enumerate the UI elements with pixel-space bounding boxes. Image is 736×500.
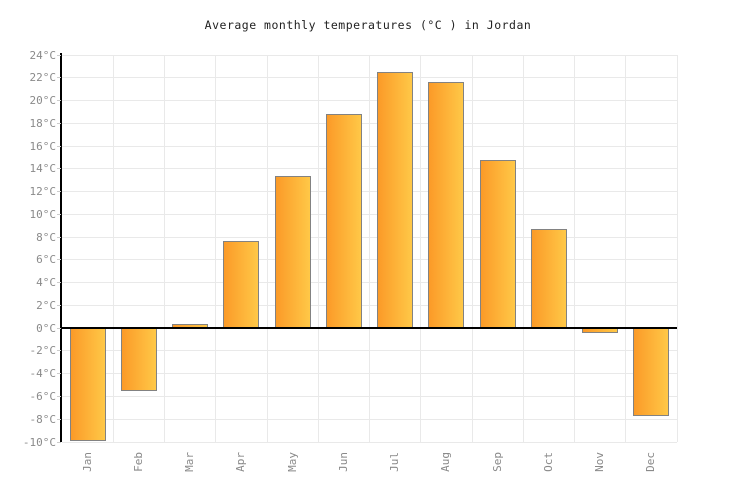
y-axis-label: 2°C <box>36 298 56 312</box>
y-axis-tick <box>57 395 61 397</box>
y-axis-tick <box>57 327 61 329</box>
x-axis-label-text: Nov <box>593 452 607 472</box>
y-axis-label: 10°C <box>29 207 57 221</box>
x-axis-label-text: Dec <box>644 452 658 472</box>
x-axis-label-feb: Feb <box>132 446 153 472</box>
gridline-vertical <box>112 55 114 442</box>
gridline-vertical <box>215 55 217 442</box>
x-axis-label-sep: Sep <box>491 446 512 472</box>
y-axis-label: 8°C <box>36 230 56 244</box>
y-axis-tick <box>57 77 61 79</box>
gridline-vertical <box>266 55 268 442</box>
y-axis-line <box>60 53 62 442</box>
bar-jan <box>69 328 106 441</box>
x-axis-label-text: May <box>285 452 299 472</box>
y-axis-label: -10°C <box>22 435 56 449</box>
y-axis-label: -8°C <box>29 412 57 426</box>
y-axis-tick <box>57 168 61 170</box>
x-axis-label-text: Jan <box>80 452 94 472</box>
x-axis-label-jul: Jul <box>388 446 409 472</box>
plot-area <box>62 54 678 443</box>
x-axis-label-oct: Oct <box>542 446 563 472</box>
x-axis-label-dec: Dec <box>644 446 665 472</box>
x-axis-label-text: Jun <box>336 452 350 472</box>
x-axis-label-text: Feb <box>131 452 145 472</box>
y-axis-tick <box>57 54 61 56</box>
x-axis-label-text: Apr <box>234 452 248 472</box>
x-axis-label-aug: Aug <box>439 446 460 472</box>
y-axis-label: 6°C <box>36 253 56 267</box>
gridline-vertical <box>420 55 422 442</box>
y-axis-tick <box>57 259 61 261</box>
x-axis-label-mar: Mar <box>183 446 204 472</box>
y-axis-label: -2°C <box>29 344 57 358</box>
x-axis-label-text: Sep <box>490 452 504 472</box>
y-axis-label: -6°C <box>29 389 57 403</box>
y-axis-tick <box>57 236 61 238</box>
y-axis-label: 22°C <box>29 71 57 85</box>
y-axis-tick <box>57 122 61 124</box>
y-axis-label: 20°C <box>29 94 57 108</box>
gridline-vertical <box>522 55 524 442</box>
x-axis-label-text: Mar <box>183 452 197 472</box>
bar-dec <box>633 328 670 416</box>
bar-jul <box>377 72 414 329</box>
bar-apr <box>223 240 260 329</box>
y-axis-label: 24°C <box>29 48 57 62</box>
x-axis-label-jan: Jan <box>81 446 102 472</box>
y-axis-tick <box>57 145 61 147</box>
y-axis-tick <box>57 213 61 215</box>
y-axis-tick <box>57 418 61 420</box>
y-axis-tick <box>57 304 61 306</box>
gridline-vertical <box>625 55 627 442</box>
y-axis-label: 4°C <box>36 276 56 290</box>
bar-feb <box>120 328 157 391</box>
bar-oct <box>530 229 567 329</box>
gridline-vertical <box>574 55 575 442</box>
y-axis-label: 12°C <box>29 185 57 199</box>
gridline-horizontal <box>62 441 677 443</box>
gridline-vertical <box>676 55 678 442</box>
x-axis-label-nov: Nov <box>593 446 614 472</box>
gridline-vertical <box>471 55 473 442</box>
y-axis-label: 16°C <box>29 139 57 153</box>
bar-jun <box>325 114 362 329</box>
y-axis-label: 18°C <box>29 116 57 130</box>
x-axis-label-may: May <box>286 446 307 472</box>
chart-title: Average monthly temperatures (°C ) in Jo… <box>204 18 532 32</box>
y-axis-tick <box>57 373 61 375</box>
y-axis-tick <box>57 441 61 443</box>
y-axis-tick <box>57 350 61 352</box>
bar-sep <box>479 159 516 329</box>
y-axis-label: 14°C <box>29 162 57 176</box>
x-axis-label-text: Oct <box>541 452 555 472</box>
bar-may <box>274 175 311 329</box>
y-axis-label: 0°C <box>36 321 56 335</box>
x-axis-label-text: Aug <box>439 452 453 472</box>
x-axis-zero-line <box>62 327 677 330</box>
gridline-vertical <box>369 55 370 442</box>
x-axis-label-apr: Apr <box>234 446 255 472</box>
gridline-vertical <box>317 55 319 442</box>
y-axis-label: -4°C <box>29 367 57 381</box>
y-axis-tick <box>57 282 61 284</box>
x-axis-label-jun: Jun <box>337 446 358 472</box>
x-axis-label-text: Jul <box>388 452 402 472</box>
y-axis-tick <box>57 191 61 193</box>
y-axis-tick <box>57 100 61 102</box>
bar-aug <box>428 82 465 329</box>
gridline-vertical <box>164 55 165 442</box>
